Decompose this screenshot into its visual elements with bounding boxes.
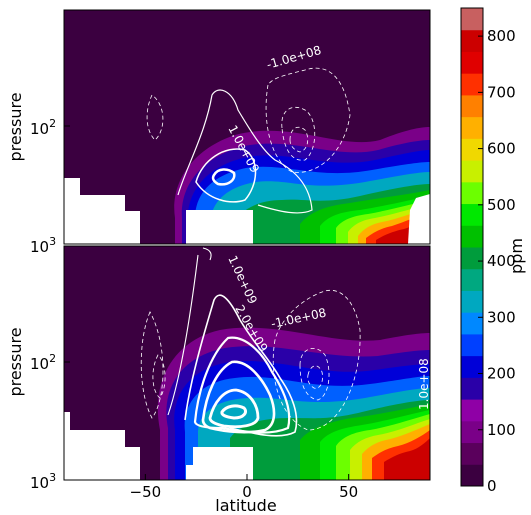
bottom-contour-1e8 bbox=[167, 247, 212, 416]
x-axis-label: latitude bbox=[215, 496, 276, 515]
colorbar-ticks: 0 100 200 300 400 500 600 700 800 bbox=[478, 27, 516, 495]
colorbar-segment bbox=[461, 420, 483, 444]
bottom-concentration-field bbox=[64, 247, 430, 480]
bottom-contour-label-4: 1.0e+08 bbox=[417, 358, 431, 410]
top-ytick-base-1000: 10 bbox=[30, 238, 49, 256]
colorbar-tick-label: 0 bbox=[487, 477, 497, 495]
colorbar-segment bbox=[461, 116, 483, 139]
svg-text:103: 103 bbox=[30, 235, 56, 256]
bottom-ytick-exp-100: 2 bbox=[49, 352, 56, 365]
colorbar-segment bbox=[461, 290, 483, 313]
colorbar-tick-label: 800 bbox=[487, 27, 516, 45]
colorbar-segment bbox=[461, 203, 483, 226]
bottom-mask-center-low bbox=[186, 465, 253, 480]
colorbar-segment bbox=[461, 377, 483, 400]
bottom-contour-neg-right-mid bbox=[299, 348, 330, 401]
top-ytick-exp-1000: 3 bbox=[49, 235, 56, 248]
x-axis: −50 0 50 bbox=[130, 474, 358, 501]
colorbar-segment bbox=[461, 29, 483, 52]
colorbar-label: ppm bbox=[507, 238, 526, 274]
top-contour-negative-right-outer bbox=[265, 67, 351, 173]
bottom-contour-1e9 bbox=[184, 294, 298, 437]
top-y-axis-label: pressure bbox=[6, 92, 25, 161]
colorbar-segment bbox=[461, 225, 483, 248]
top-contour-positive-outer bbox=[177, 89, 313, 214]
colorbar-segment bbox=[461, 442, 483, 465]
bottom-contour-2e9 bbox=[193, 336, 291, 434]
bottom-y-axis-label: pressure bbox=[6, 327, 25, 396]
bottom-panel: 1.0e+09 2.0e+09 -1.0e+08 1.0e+08 bbox=[63, 245, 431, 481]
svg-text:102: 102 bbox=[30, 352, 56, 373]
colorbar-segment bbox=[461, 73, 483, 96]
svg-text:103: 103 bbox=[30, 471, 56, 492]
colorbar-frame bbox=[460, 7, 484, 487]
bottom-contour-neg-left-inner bbox=[152, 354, 166, 399]
top-mask-left bbox=[64, 178, 140, 244]
colorbar-segment bbox=[461, 464, 483, 487]
bottom-band-800 bbox=[384, 438, 430, 480]
colorbar-tick-label: 200 bbox=[487, 365, 516, 383]
bottom-contour-neg-right-outer bbox=[272, 290, 361, 431]
bottom-ytick-base-1000: 10 bbox=[30, 474, 49, 492]
bottom-ytick-base-100: 10 bbox=[30, 355, 49, 373]
top-y-tick-label-100: 102 bbox=[30, 117, 56, 138]
colorbar-segment bbox=[461, 94, 483, 118]
colorbar-segment bbox=[461, 181, 483, 205]
colorbar-segment bbox=[461, 247, 483, 270]
x-tick-label: −50 bbox=[130, 483, 162, 501]
colorbar-tick-label: 600 bbox=[487, 140, 516, 158]
colorbar-tick-label: 100 bbox=[487, 421, 516, 439]
x-tick-label: 0 bbox=[242, 483, 252, 501]
bottom-contour-4e9 bbox=[208, 388, 260, 429]
colorbar-segment bbox=[461, 268, 483, 291]
colorbar-segment bbox=[461, 333, 483, 357]
colorbar-segment bbox=[461, 312, 483, 335]
bottom-contour-3e9 bbox=[201, 360, 276, 434]
bottom-contour-neg-right-inner bbox=[307, 365, 323, 389]
colorbar bbox=[460, 7, 484, 487]
colorbar-segment bbox=[461, 160, 483, 183]
bottom-contour-neg-left-outer bbox=[140, 311, 164, 419]
top-mask-right bbox=[408, 194, 430, 244]
top-contour-negative-left bbox=[146, 94, 164, 141]
colorbar-tick-label: 500 bbox=[487, 196, 516, 214]
colorbar-segment bbox=[461, 355, 483, 378]
bottom-contour-5e9 bbox=[220, 404, 248, 420]
top-concentration-field bbox=[64, 67, 430, 244]
bottom-y-tick-label-100: 102 bbox=[30, 352, 56, 373]
y-tick-marks bbox=[64, 125, 70, 481]
colorbar-segment bbox=[461, 399, 483, 422]
bottom-y-tick-label-1000: 103 bbox=[30, 471, 56, 492]
top-panel: -1.0e+08 1.0e+09 bbox=[63, 9, 431, 245]
bottom-mask-left bbox=[64, 412, 140, 480]
svg-text:102: 102 bbox=[30, 117, 56, 138]
top-contour-positive-mid bbox=[195, 148, 257, 203]
colorbar-tick-label: 700 bbox=[487, 83, 516, 101]
colorbar-tick-label: 400 bbox=[487, 252, 516, 270]
bottom-mask-center bbox=[193, 447, 253, 465]
colorbar-segment bbox=[461, 8, 483, 31]
top-ytick-base-100: 10 bbox=[30, 120, 49, 138]
top-mask-center bbox=[186, 210, 253, 244]
top-y-tick-label-1000: 103 bbox=[30, 235, 56, 256]
top-ytick-exp-100: 2 bbox=[49, 117, 56, 130]
colorbar-segment bbox=[461, 138, 483, 161]
colorbar-tick-label: 300 bbox=[487, 308, 516, 326]
bottom-ytick-exp-1000: 3 bbox=[49, 471, 56, 484]
top-panel-frame bbox=[63, 9, 431, 245]
top-contour-positive-inner bbox=[211, 168, 236, 186]
x-tick-label: 50 bbox=[339, 483, 358, 501]
top-contour-negative-right-inner bbox=[289, 126, 309, 153]
colorbar-segment bbox=[461, 51, 483, 74]
top-contour-negative-right-mid bbox=[281, 106, 316, 161]
